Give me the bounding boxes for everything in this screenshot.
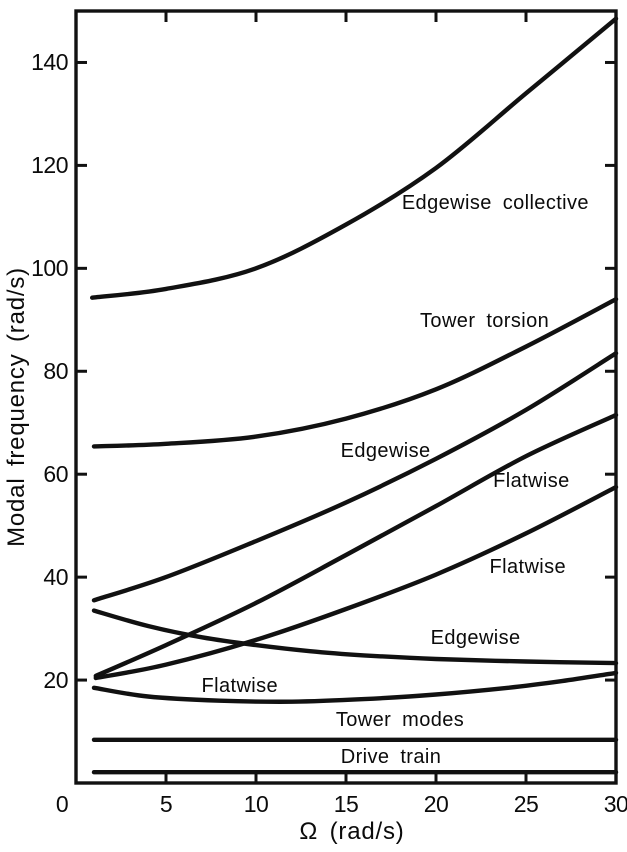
- curve-label: Tower modes: [335, 708, 465, 731]
- curve-label: Flatwise: [493, 469, 570, 492]
- y-tick-label: 100: [31, 255, 68, 282]
- x-tick-label: 0: [55, 791, 69, 817]
- curve-label: Tower torsion: [420, 309, 550, 332]
- x-tick-label: 25: [513, 791, 539, 817]
- y-tick-label: 40: [43, 564, 68, 591]
- x-tick-label: 5: [159, 791, 173, 817]
- curve-label: Flatwise: [489, 555, 567, 578]
- y-tick-label: 60: [43, 461, 68, 488]
- x-tick-label: 10: [243, 791, 269, 817]
- series-line-flatwise-upper: [93, 412, 619, 679]
- series-line-tower-torsion: [91, 297, 619, 449]
- y-tick-label: 140: [31, 49, 68, 76]
- curve-label: Edgewise: [340, 440, 431, 463]
- series-line-edgewise-declining: [91, 608, 619, 666]
- curve-label: Edgewise collective: [401, 191, 589, 214]
- series-line-edgewise-rising: [91, 351, 619, 603]
- y-tick-label: 80: [43, 358, 68, 385]
- y-axis-title: Modal frequency (rad/s): [3, 267, 30, 547]
- x-tick-label: 15: [333, 791, 359, 817]
- x-tick-label: 20: [423, 791, 449, 817]
- series-line-flatwise-middle: [93, 484, 619, 681]
- x-axis-title: Ω (rad/s): [299, 818, 405, 845]
- x-tick-label: 30: [603, 791, 627, 817]
- curve-label: Drive train: [340, 746, 442, 769]
- curve-label: Flatwise: [201, 674, 279, 697]
- series-line-edgewise-collective: [90, 16, 619, 300]
- y-tick-label: 20: [43, 667, 68, 694]
- series-line-flatwise-lower: [91, 670, 619, 704]
- curve-label: Edgewise: [430, 626, 521, 649]
- y-tick-label: 120: [31, 152, 68, 179]
